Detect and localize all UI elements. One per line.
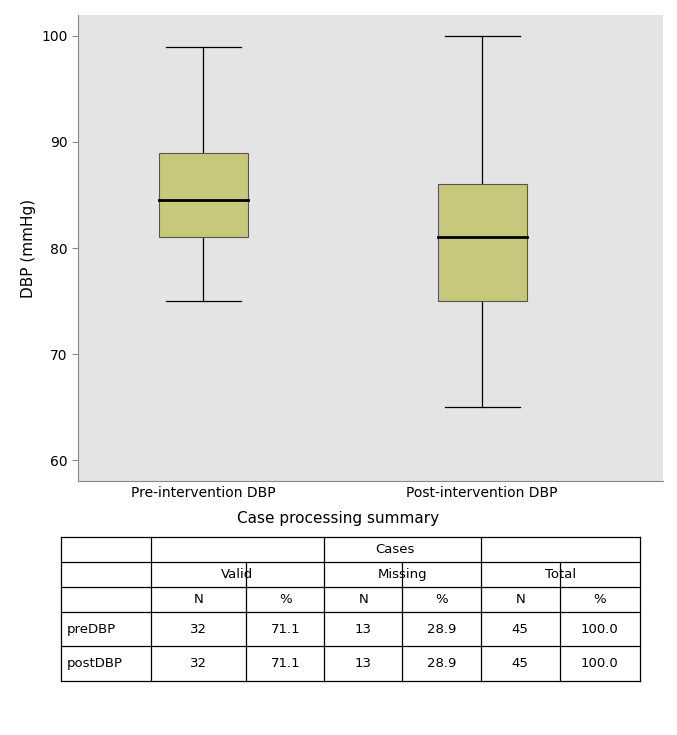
Text: N: N xyxy=(194,593,203,606)
Text: 100.0: 100.0 xyxy=(581,657,619,670)
Text: postDBP: postDBP xyxy=(67,657,123,670)
Text: 45: 45 xyxy=(512,657,529,670)
Text: Case processing summary: Case processing summary xyxy=(238,511,439,526)
Y-axis label: DBP (mmHg): DBP (mmHg) xyxy=(20,198,35,298)
FancyBboxPatch shape xyxy=(437,184,527,301)
Text: 32: 32 xyxy=(190,623,207,636)
Text: preDBP: preDBP xyxy=(67,623,116,636)
Text: 13: 13 xyxy=(355,623,372,636)
Text: Cases: Cases xyxy=(376,542,415,556)
Text: 45: 45 xyxy=(512,623,529,636)
Text: 28.9: 28.9 xyxy=(427,657,456,670)
Text: 28.9: 28.9 xyxy=(427,623,456,636)
Text: 71.1: 71.1 xyxy=(270,657,300,670)
Text: Total: Total xyxy=(544,568,575,581)
Text: Missing: Missing xyxy=(378,568,427,581)
Text: N: N xyxy=(515,593,525,606)
Text: 32: 32 xyxy=(190,657,207,670)
FancyBboxPatch shape xyxy=(158,153,248,237)
Text: 100.0: 100.0 xyxy=(581,623,619,636)
Text: %: % xyxy=(435,593,447,606)
Text: %: % xyxy=(279,593,292,606)
Text: N: N xyxy=(359,593,368,606)
Text: 13: 13 xyxy=(355,657,372,670)
Text: 71.1: 71.1 xyxy=(270,623,300,636)
Text: Valid: Valid xyxy=(221,568,254,581)
Text: %: % xyxy=(594,593,606,606)
